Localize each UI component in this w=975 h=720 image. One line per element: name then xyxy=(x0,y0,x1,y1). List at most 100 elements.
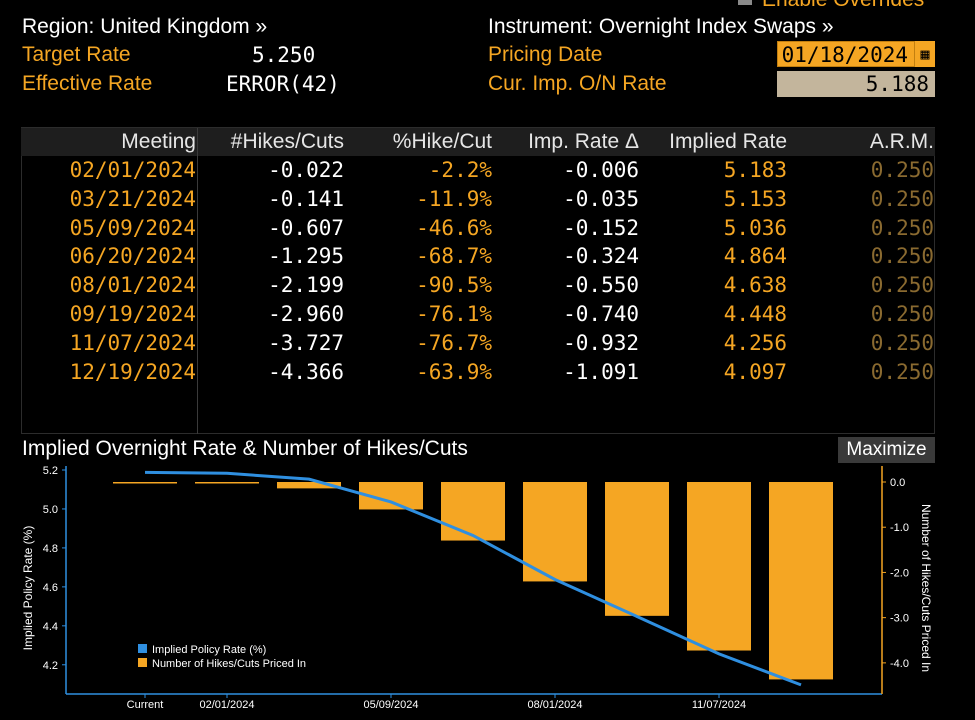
cell-arm: 0.250 xyxy=(870,330,934,355)
bar-hikes-cuts xyxy=(441,482,505,541)
target-rate-value: 5.250 xyxy=(252,43,316,67)
cell-pct-hike-cut: -76.7% xyxy=(416,330,492,355)
cell-implied-rate: 4.638 xyxy=(723,273,787,298)
cell-meeting: 09/19/2024 xyxy=(69,302,196,326)
onrate-input[interactable]: 5.188 xyxy=(777,71,935,97)
cell-meeting: 06/20/2024 xyxy=(69,244,196,269)
cell-pct-hike-cut: -63.9% xyxy=(416,359,492,384)
cell-imp-rate-delta: -0.740 xyxy=(563,302,639,326)
cell-imp-rate-delta: -0.152 xyxy=(563,215,639,240)
left-axis-label: Implied Policy Rate (%) xyxy=(21,526,35,651)
pricing-date-label: Pricing Date xyxy=(488,43,603,66)
cell-hikes-cuts: -3.727 xyxy=(268,330,344,355)
cell-implied-rate: 5.153 xyxy=(723,186,787,211)
legend-swatch-hikes xyxy=(138,658,147,667)
enable-overrides-checkbox[interactable] xyxy=(738,0,752,5)
cell-pct-hike-cut: -68.7% xyxy=(416,244,492,269)
cell-pct-hike-cut: -2.2% xyxy=(428,158,492,182)
cell-implied-rate: 4.448 xyxy=(723,302,787,326)
cell-pct-hike-cut: -76.1% xyxy=(416,302,492,326)
cell-arm: 0.250 xyxy=(870,215,934,240)
col-header-implied-rate[interactable]: Implied Rate xyxy=(669,130,787,153)
right-tick-label: -2.0 xyxy=(890,567,909,579)
x-tick-label: Current xyxy=(127,699,164,711)
bar-hikes-cuts xyxy=(523,482,587,582)
cell-imp-rate-delta: -0.324 xyxy=(563,244,639,269)
left-tick-label: 4.6 xyxy=(43,582,58,594)
cell-meeting: 03/21/2024 xyxy=(69,186,196,211)
x-tick-label: 05/09/2024 xyxy=(363,699,418,711)
cell-hikes-cuts: -0.141 xyxy=(268,186,344,211)
target-rate-label: Target Rate xyxy=(22,43,131,66)
cell-hikes-cuts: -2.960 xyxy=(268,302,344,326)
x-tick-label: 08/01/2024 xyxy=(527,699,582,711)
pricing-date-input[interactable]: 01/18/2024 xyxy=(777,41,915,67)
left-tick-label: 5.0 xyxy=(43,504,58,516)
cell-meeting: 11/07/2024 xyxy=(69,330,196,355)
bar-hikes-cuts xyxy=(605,482,669,616)
col-header-pct-hike-cut[interactable]: %Hike/Cut xyxy=(392,130,492,153)
left-tick-label: 4.4 xyxy=(43,621,58,633)
implied-rate-chart: 5.2 5.0 4.8 4.6 4.4 4.2 0.0 -1.0 -2.0 -3.0 -4.0 Imp… xyxy=(21,465,933,711)
cell-arm: 0.250 xyxy=(870,302,934,326)
cell-implied-rate: 5.036 xyxy=(723,215,787,240)
instrument-selector[interactable]: Instrument: Overnight Index Swaps » xyxy=(488,15,834,38)
bar-hikes-cuts xyxy=(113,482,177,484)
cell-arm: 0.250 xyxy=(870,244,934,269)
col-header-imp-rate-delta[interactable]: Imp. Rate Δ xyxy=(528,130,639,153)
cell-arm: 0.250 xyxy=(870,273,934,298)
enable-overrides-label: Enable Overrides xyxy=(762,0,924,12)
left-tick-label: 4.2 xyxy=(43,660,58,672)
cell-arm: 0.250 xyxy=(870,158,934,182)
cell-meeting: 05/09/2024 xyxy=(69,215,196,240)
legend-box xyxy=(128,638,342,674)
cell-meeting: 08/01/2024 xyxy=(69,273,196,298)
cell-imp-rate-delta: -0.932 xyxy=(563,330,639,355)
table-header xyxy=(21,128,935,156)
cell-hikes-cuts: -2.199 xyxy=(268,273,344,298)
cell-hikes-cuts: -0.607 xyxy=(268,215,344,240)
cell-pct-hike-cut: -46.6% xyxy=(416,215,492,240)
right-tick-label: -4.0 xyxy=(890,658,909,670)
right-tick-label: -1.0 xyxy=(890,522,909,534)
cell-imp-rate-delta: -1.091 xyxy=(563,359,639,384)
right-tick-label: 0.0 xyxy=(890,477,905,489)
bar-hikes-cuts xyxy=(195,482,259,484)
right-axis-label: Number of Hikes/Cuts Priced In xyxy=(919,504,933,672)
cell-imp-rate-delta: -0.035 xyxy=(563,186,639,211)
cell-pct-hike-cut: -11.9% xyxy=(416,186,492,211)
cell-meeting: 12/19/2024 xyxy=(69,359,196,384)
col-header-hikes-cuts[interactable]: #Hikes/Cuts xyxy=(230,130,344,153)
legend-label-rate: Implied Policy Rate (%) xyxy=(152,644,266,656)
effective-rate-value: ERROR(42) xyxy=(226,72,340,96)
onrate-label: Cur. Imp. O/N Rate xyxy=(488,72,667,95)
meetings-table xyxy=(21,127,935,434)
legend-label-hikes: Number of Hikes/Cuts Priced In xyxy=(152,658,306,670)
col-header-meeting[interactable]: Meeting xyxy=(121,130,196,153)
calendar-icon[interactable]: ▦ xyxy=(915,41,935,67)
legend-swatch-rate xyxy=(138,644,147,653)
cell-implied-rate: 4.864 xyxy=(723,244,787,269)
cell-meeting: 02/01/2024 xyxy=(69,158,196,182)
x-tick-label: 02/01/2024 xyxy=(199,699,254,711)
cell-implied-rate: 5.183 xyxy=(723,158,787,182)
column-divider xyxy=(197,128,198,434)
cell-arm: 0.250 xyxy=(870,186,934,211)
cell-hikes-cuts: -4.366 xyxy=(268,359,344,384)
cell-hikes-cuts: -1.295 xyxy=(268,244,344,269)
cell-imp-rate-delta: -0.006 xyxy=(563,158,639,182)
right-tick-label: -3.0 xyxy=(890,613,909,625)
left-tick-label: 4.8 xyxy=(43,543,58,555)
col-header-arm[interactable]: A.R.M. xyxy=(869,130,934,153)
chart-title: Implied Overnight Rate & Number of Hikes… xyxy=(22,437,468,460)
cell-implied-rate: 4.256 xyxy=(723,330,787,355)
bar-hikes-cuts xyxy=(769,482,833,680)
bar-hikes-cuts xyxy=(687,482,751,651)
cell-pct-hike-cut: -90.5% xyxy=(416,273,492,298)
cell-hikes-cuts: -0.022 xyxy=(268,158,344,182)
implied-rate-line xyxy=(144,470,802,687)
maximize-button[interactable]: Maximize xyxy=(838,437,935,463)
left-tick-label: 5.2 xyxy=(43,465,58,477)
bar-hikes-cuts xyxy=(277,482,341,489)
region-selector[interactable]: Region: United Kingdom » xyxy=(22,15,268,38)
